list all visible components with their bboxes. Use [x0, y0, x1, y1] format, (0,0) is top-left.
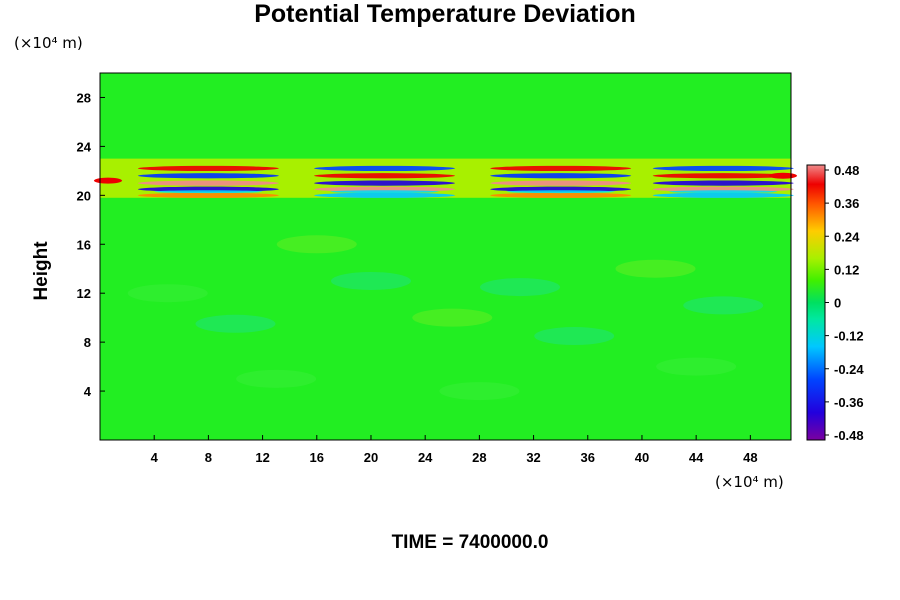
x-tick-label: 36 [581, 450, 595, 465]
field-patch [480, 278, 561, 297]
colorbar: 0.48 0.36 0.24 0.12 0 -0.12 -0.24 -0.36 -0.48 [806, 163, 864, 443]
field-patch [615, 259, 696, 278]
field-patch [276, 235, 357, 254]
wave-band [137, 180, 279, 186]
x-tick-label: 4 [151, 450, 159, 465]
wave-band [490, 180, 632, 186]
y-axis-ticks: 4 8 12 16 20 24 28 [77, 90, 105, 399]
plot-frame [99, 72, 792, 441]
wave-band [490, 192, 632, 198]
x-tick-label: 28 [472, 450, 486, 465]
colorbar-label: -0.24 [834, 362, 864, 377]
x-tick-label: 40 [635, 450, 649, 465]
wave-band [314, 173, 455, 179]
wave-band [137, 192, 279, 198]
x-axis-unit: (×10⁴ m) [715, 473, 784, 491]
wave-band [314, 192, 455, 198]
wave-band [652, 165, 794, 172]
x-tick-label: 20 [364, 450, 378, 465]
x-axis-ticks: 4 8 12 16 20 24 28 32 36 40 44 48 [151, 435, 758, 465]
y-axis-unit: (×10⁴ m) [14, 34, 83, 52]
wave-band [490, 186, 632, 192]
wave-band [652, 186, 794, 192]
wave-band [314, 180, 455, 186]
field-patch [439, 382, 520, 401]
y-tick-label: 24 [77, 139, 92, 154]
field-patch [656, 357, 737, 376]
x-tick-label: 12 [255, 450, 269, 465]
y-tick-label: 12 [77, 286, 91, 301]
wave-band [769, 172, 797, 179]
wave-band [137, 165, 279, 172]
colorbar-label: 0.48 [834, 163, 859, 178]
x-tick-label: 24 [418, 450, 433, 465]
field-patch [330, 271, 411, 290]
x-tick-label: 32 [526, 450, 540, 465]
y-tick-label: 28 [77, 90, 91, 105]
x-tick-label: 44 [689, 450, 704, 465]
wave-band [154, 190, 263, 194]
colorbar-label: -0.36 [834, 395, 864, 410]
field-patch [683, 296, 764, 315]
field-background [100, 73, 791, 440]
wave-band [490, 173, 632, 179]
wave-band [669, 190, 778, 194]
colorbar-label: -0.12 [834, 329, 864, 344]
chart-title: Potential Temperature Deviation [254, 0, 636, 28]
wave-band [314, 165, 455, 172]
field-patch [127, 284, 208, 303]
wave-band [652, 192, 794, 198]
wave-band [330, 190, 439, 194]
wave-band [137, 186, 279, 192]
wave-band [652, 173, 794, 179]
y-tick-label: 16 [77, 237, 91, 252]
wave-band [506, 190, 615, 194]
wave-band [137, 173, 279, 179]
colorbar-label: 0 [834, 296, 841, 311]
wave-band [652, 180, 794, 186]
x-tick-label: 8 [205, 450, 212, 465]
colorbar-gradient [806, 164, 826, 441]
wave-band [94, 177, 122, 184]
wave-band [490, 165, 632, 172]
y-tick-label: 20 [77, 188, 91, 203]
x-tick-label: 48 [743, 450, 757, 465]
wave-layer [94, 158, 797, 198]
y-tick-label: 8 [84, 335, 91, 350]
colorbar-label: 0.12 [834, 262, 859, 277]
colorbar-label: -0.48 [834, 428, 864, 443]
field-patch [534, 327, 615, 346]
plot-area [100, 73, 791, 440]
y-tick-label: 4 [84, 384, 92, 399]
wave-band [314, 186, 455, 192]
colorbar-label: 0.36 [834, 196, 859, 211]
field-patch [236, 369, 317, 388]
colorbar-label: 0.24 [834, 229, 860, 244]
time-label: TIME = 7400000.0 [391, 532, 549, 553]
x-tick-label: 16 [310, 450, 324, 465]
field-patch [412, 308, 493, 327]
field-patch [195, 314, 276, 333]
